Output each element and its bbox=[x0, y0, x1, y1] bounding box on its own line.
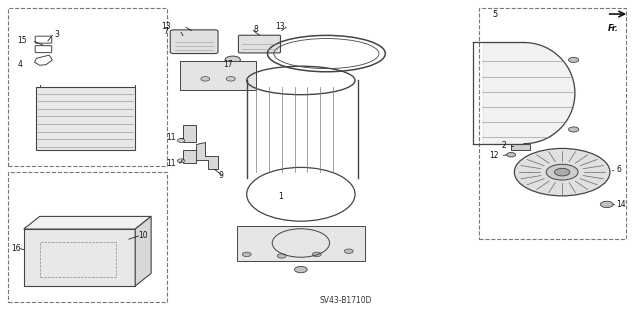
FancyBboxPatch shape bbox=[170, 30, 218, 54]
Text: 11: 11 bbox=[166, 159, 175, 168]
Text: SV43-B1710D: SV43-B1710D bbox=[319, 296, 372, 305]
Text: 14: 14 bbox=[616, 200, 626, 209]
Circle shape bbox=[177, 159, 185, 163]
Circle shape bbox=[294, 266, 307, 273]
Circle shape bbox=[201, 77, 210, 81]
Text: Fr.: Fr. bbox=[608, 24, 618, 33]
Circle shape bbox=[243, 252, 251, 256]
Bar bbox=[8, 8, 167, 166]
Text: 10: 10 bbox=[138, 231, 148, 240]
Circle shape bbox=[546, 164, 578, 180]
Bar bbox=[183, 150, 196, 163]
Text: 2: 2 bbox=[502, 141, 506, 150]
Bar bbox=[237, 226, 365, 261]
Text: 15: 15 bbox=[17, 36, 27, 45]
Circle shape bbox=[225, 56, 241, 64]
Text: 16: 16 bbox=[12, 243, 21, 253]
Text: 9: 9 bbox=[218, 171, 223, 180]
Text: 17: 17 bbox=[223, 60, 233, 69]
Circle shape bbox=[554, 168, 570, 176]
Bar bbox=[479, 8, 626, 239]
Circle shape bbox=[568, 57, 579, 63]
Text: 13: 13 bbox=[161, 22, 171, 31]
Circle shape bbox=[344, 249, 353, 253]
Text: 5: 5 bbox=[492, 10, 497, 19]
Text: 6: 6 bbox=[616, 165, 621, 174]
Circle shape bbox=[600, 201, 613, 208]
Circle shape bbox=[568, 127, 579, 132]
Bar bbox=[8, 172, 167, 302]
Polygon shape bbox=[24, 216, 151, 229]
Polygon shape bbox=[196, 142, 218, 169]
Bar bbox=[40, 242, 116, 277]
Circle shape bbox=[177, 139, 185, 142]
Text: 7: 7 bbox=[163, 26, 168, 36]
Circle shape bbox=[277, 254, 286, 258]
Circle shape bbox=[515, 148, 610, 196]
Circle shape bbox=[507, 152, 516, 157]
Bar bbox=[180, 62, 256, 90]
Bar bbox=[511, 144, 531, 150]
Bar bbox=[36, 87, 135, 150]
Bar bbox=[183, 125, 196, 142]
Circle shape bbox=[227, 77, 236, 81]
Text: 11: 11 bbox=[166, 133, 175, 142]
Bar bbox=[24, 229, 135, 286]
Text: 4: 4 bbox=[17, 60, 22, 69]
Text: 8: 8 bbox=[253, 25, 258, 34]
Text: 3: 3 bbox=[54, 30, 59, 39]
Polygon shape bbox=[135, 216, 151, 286]
Text: 1: 1 bbox=[278, 192, 284, 201]
Circle shape bbox=[312, 252, 321, 256]
FancyBboxPatch shape bbox=[239, 35, 280, 53]
Text: 13: 13 bbox=[275, 22, 285, 31]
Text: 12: 12 bbox=[489, 151, 499, 160]
